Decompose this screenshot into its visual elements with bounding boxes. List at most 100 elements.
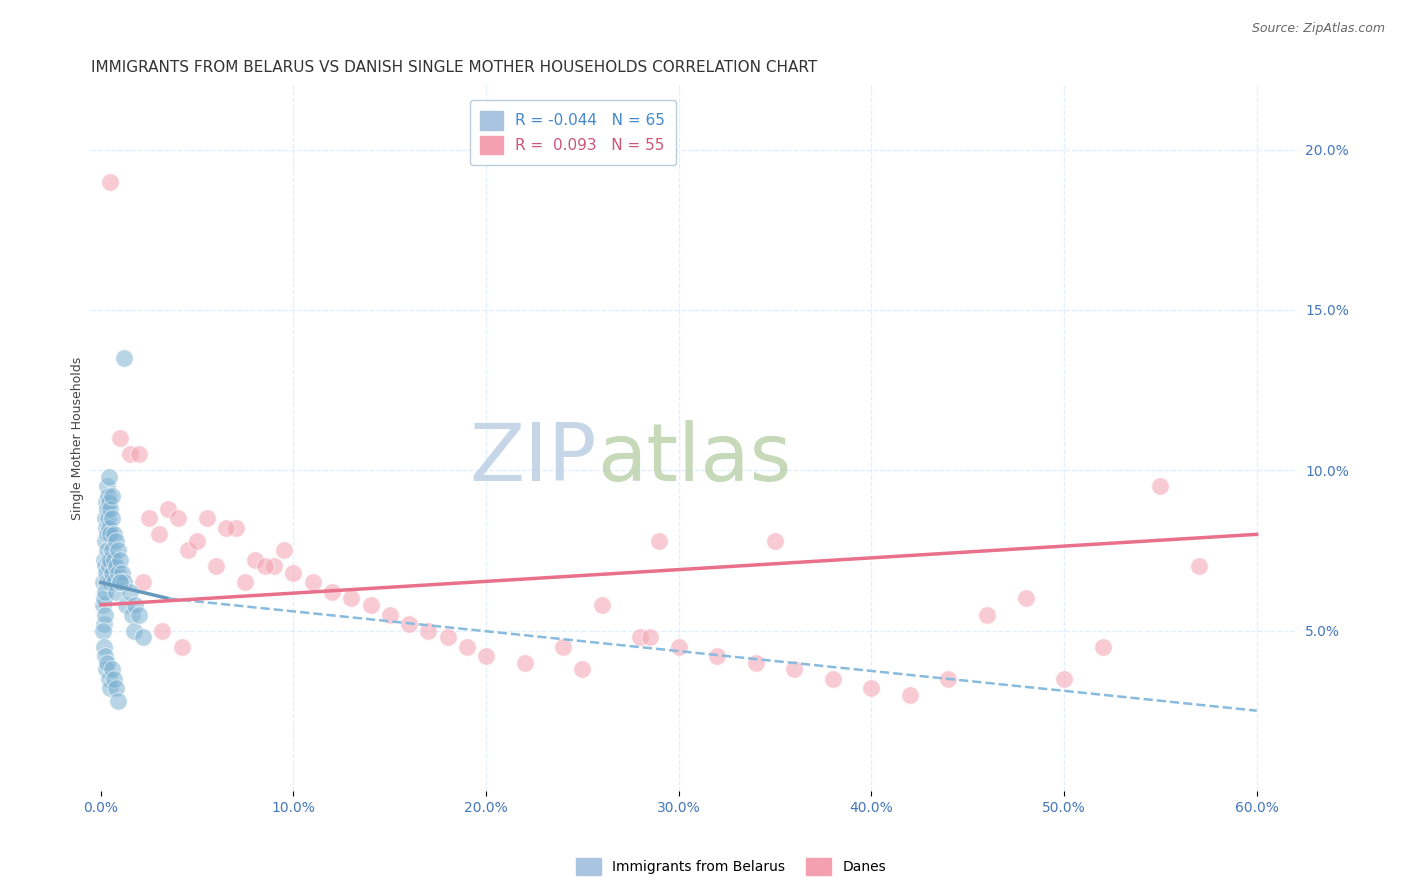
Point: [638, 630, 661, 644]
Point: [101, 543, 124, 558]
Point: [243, 553, 266, 567]
Point: [93, 511, 115, 525]
Point: [938, 672, 960, 686]
Point: [105, 681, 128, 696]
Point: [195, 511, 218, 525]
Point: [94, 521, 117, 535]
Point: [94, 495, 117, 509]
Point: [301, 575, 323, 590]
Point: [378, 607, 401, 622]
Point: [225, 521, 247, 535]
Point: [152, 624, 174, 638]
Legend: Immigrants from Belarus, Danes: Immigrants from Belarus, Danes: [571, 853, 891, 880]
Point: [111, 566, 134, 580]
Point: [97, 521, 120, 535]
Point: [107, 543, 129, 558]
Point: [96, 527, 118, 541]
Point: [273, 543, 295, 558]
Point: [93, 553, 115, 567]
Point: [1053, 672, 1076, 686]
Point: [94, 566, 117, 580]
Point: [91, 624, 114, 638]
Point: [93, 559, 115, 574]
Point: [398, 617, 420, 632]
Point: [124, 598, 146, 612]
Point: [233, 575, 256, 590]
Point: [101, 566, 124, 580]
Point: [122, 624, 145, 638]
Point: [100, 175, 122, 189]
Point: [132, 575, 155, 590]
Point: [108, 575, 131, 590]
Point: [107, 694, 129, 708]
Point: [97, 553, 120, 567]
Point: [215, 521, 238, 535]
Point: [105, 585, 128, 599]
Point: [97, 511, 120, 525]
Point: [513, 656, 536, 670]
Point: [97, 672, 120, 686]
Point: [96, 543, 118, 558]
Point: [186, 533, 208, 548]
Point: [170, 640, 193, 654]
Point: [128, 447, 150, 461]
Point: [591, 598, 613, 612]
Point: [628, 630, 651, 644]
Point: [176, 543, 198, 558]
Point: [860, 681, 883, 696]
Point: [103, 672, 125, 686]
Point: [648, 533, 671, 548]
Point: [97, 559, 120, 574]
Point: [1091, 640, 1114, 654]
Point: [205, 559, 228, 574]
Text: ZIP: ZIP: [470, 420, 598, 499]
Y-axis label: Single Mother Households: Single Mother Households: [72, 357, 84, 520]
Point: [107, 566, 129, 580]
Point: [108, 553, 131, 567]
Point: [976, 607, 998, 622]
Point: [253, 559, 276, 574]
Point: [571, 662, 593, 676]
Point: [167, 511, 190, 525]
Text: IMMIGRANTS FROM BELARUS VS DANISH SINGLE MOTHER HOUSEHOLDS CORRELATION CHART: IMMIGRANTS FROM BELARUS VS DANISH SINGLE…: [91, 60, 817, 75]
Point: [418, 624, 440, 638]
Point: [1149, 479, 1171, 493]
Point: [108, 575, 131, 590]
Point: [93, 591, 115, 606]
Point: [100, 527, 122, 541]
Point: [93, 585, 115, 599]
Point: [93, 649, 115, 664]
Point: [157, 501, 180, 516]
Point: [706, 649, 728, 664]
Point: [91, 575, 114, 590]
Point: [97, 489, 120, 503]
Point: [101, 489, 124, 503]
Point: [118, 585, 141, 599]
Point: [475, 649, 498, 664]
Point: [96, 575, 118, 590]
Point: [360, 598, 382, 612]
Point: [105, 559, 128, 574]
Point: [821, 672, 844, 686]
Point: [1188, 559, 1211, 574]
Point: [783, 662, 806, 676]
Point: [436, 630, 458, 644]
Point: [118, 447, 141, 461]
Point: [101, 662, 124, 676]
Point: [456, 640, 478, 654]
Point: [105, 533, 128, 548]
Point: [97, 469, 120, 483]
Point: [112, 351, 135, 365]
Point: [898, 688, 921, 702]
Point: [101, 511, 124, 525]
Point: [132, 630, 155, 644]
Point: [91, 598, 114, 612]
Point: [97, 495, 120, 509]
Point: [103, 553, 125, 567]
Point: [1014, 591, 1036, 606]
Point: [108, 431, 131, 445]
Point: [112, 575, 135, 590]
Point: [763, 533, 786, 548]
Point: [96, 479, 118, 493]
Legend: R = -0.044   N = 65, R =  0.093   N = 55: R = -0.044 N = 65, R = 0.093 N = 55: [470, 100, 676, 165]
